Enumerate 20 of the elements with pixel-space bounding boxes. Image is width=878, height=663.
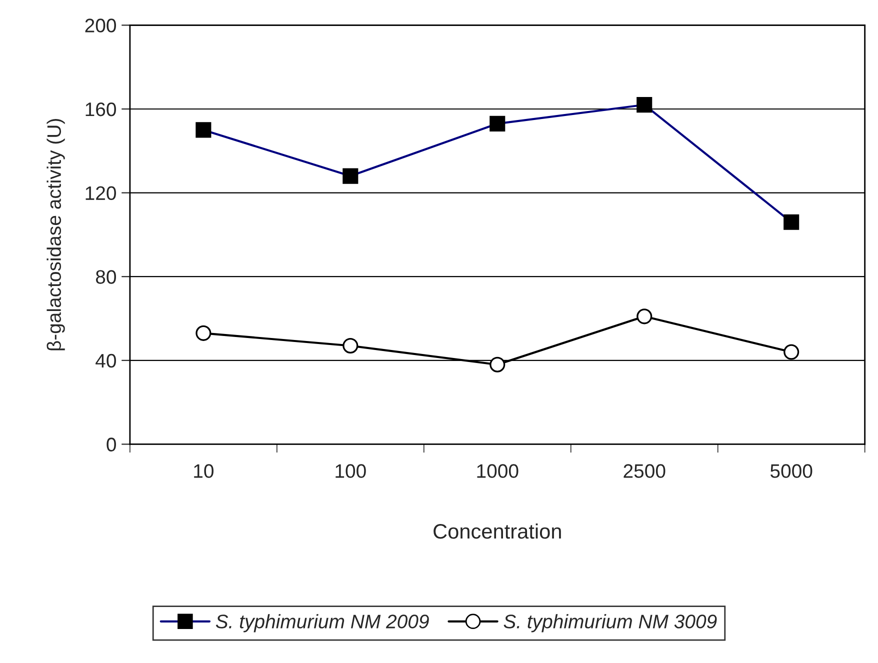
point <box>784 344 800 360</box>
y-tick-label: 0 <box>106 438 116 452</box>
y-tick-label: 160 <box>86 102 116 116</box>
x-tick-label: 100 <box>336 464 366 478</box>
y-tick-label: 120 <box>86 186 116 200</box>
x-tick-label: 1000 <box>477 464 518 478</box>
y-axis-title: β-galactosidase activity (U) <box>46 119 65 350</box>
legend-label: S. typhimurium NM 2009 <box>216 614 429 632</box>
y-tick-label: 200 <box>85 18 116 32</box>
point <box>490 356 506 372</box>
y-tick-label: 80 <box>96 270 116 284</box>
y-tick-label: 40 <box>96 354 116 368</box>
x-axis-title: Concentration <box>434 523 561 539</box>
point <box>636 308 652 324</box>
point <box>342 338 358 354</box>
legend-label: S. typhimurium NM 3009 <box>504 614 717 632</box>
x-tick-label: 5000 <box>770 464 812 478</box>
x-tick-label: 10 <box>194 464 214 478</box>
point <box>196 325 212 341</box>
x-tick-label: 2500 <box>624 464 666 478</box>
